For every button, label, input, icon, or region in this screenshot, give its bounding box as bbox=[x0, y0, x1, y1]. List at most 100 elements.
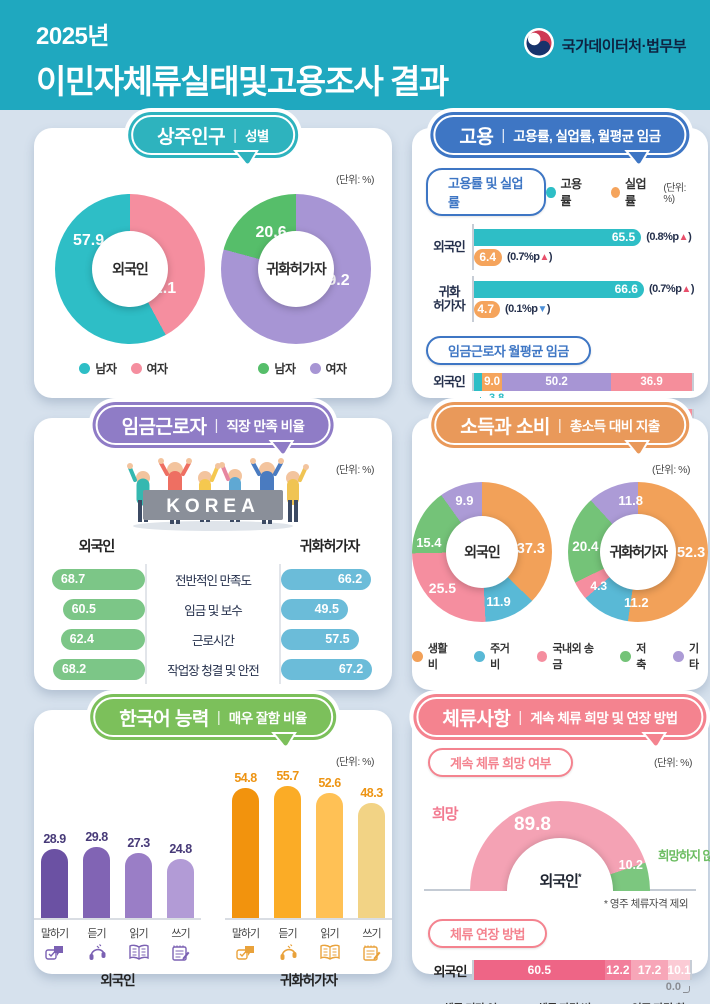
top-banner: 2025년 이민자체류실태및고용조사 결과 국가데이터처·법무부 bbox=[0, 0, 710, 110]
panel-consumption: 소득과 소비 | 총소득 대비 지출 (단위: %) 37.3 11.9 25.… bbox=[412, 405, 708, 690]
panel-korean-header: 한국어 능력 | 매우 잘함 비율 bbox=[93, 697, 333, 748]
panel-grid: 상주인구 | 성별 (단위: %) 57.9 42.1 외국인 20.6 79.… bbox=[0, 110, 710, 1004]
donut-gender-naturalized: 20.6 79.2 귀화허가자 bbox=[221, 194, 371, 344]
unit-label: (단위: %) bbox=[654, 757, 692, 769]
wage-segment: 50.2 bbox=[501, 373, 612, 391]
bubble-tail bbox=[623, 440, 650, 456]
bubble-tail bbox=[624, 150, 651, 166]
donut-value: 11.2 bbox=[624, 595, 649, 611]
change-label: (0.1%p▼) bbox=[505, 303, 551, 315]
listening-icon bbox=[272, 944, 303, 962]
panel-satisfaction: 임금근로자 | 직장 만족 비율 (단위: %) bbox=[34, 405, 392, 690]
panel-consumption-header: 소득과 소비 | 총소득 대비 지출 bbox=[434, 405, 686, 456]
donut-center: 귀화허가자 bbox=[600, 514, 676, 590]
foreigner-bar: 68.2 bbox=[52, 658, 145, 680]
legend-dot bbox=[130, 363, 142, 374]
change-label: (0.7%p▲) bbox=[507, 251, 553, 263]
legend-dot bbox=[546, 186, 556, 198]
column-header-naturalized: 귀화허가자 bbox=[299, 538, 360, 554]
bar bbox=[41, 849, 68, 918]
legend-dot bbox=[79, 363, 91, 374]
satisfaction-row: 62.4 근로시간 57.5 bbox=[48, 624, 378, 654]
korean-ability-chart: 28.9 29.8 27.3 24.8 말하기 듣기 읽기 쓰기 bbox=[34, 769, 392, 989]
change-label: (0.7%p▲) bbox=[648, 283, 695, 295]
foreigner-bar: 68.7 bbox=[51, 568, 145, 590]
employment-rate-bar: 66.6 bbox=[474, 280, 644, 298]
wage-callout: 3.8 bbox=[480, 392, 504, 404]
report-title: 이민자체류실태및고용조사 결과 bbox=[36, 63, 449, 100]
svg-text:KOREA: KOREA bbox=[166, 496, 260, 517]
change-label: (0.8%p▲) bbox=[646, 231, 692, 243]
reading-icon bbox=[314, 944, 345, 962]
legend-dot bbox=[412, 650, 423, 662]
gauge-value-hope: 89.8 bbox=[514, 814, 551, 835]
bubble-tail bbox=[641, 732, 668, 748]
bar bbox=[274, 786, 301, 918]
donut-center: 외국인 bbox=[92, 231, 168, 307]
wage-segment: 36.9 bbox=[611, 373, 692, 391]
panel-stay-header: 체류사항 | 계속 체류 희망 및 연장 방법 bbox=[416, 697, 704, 748]
stay-hope-gauge: 희망 희망하지 않음 89.8 10.2 외국인* bbox=[424, 787, 710, 891]
arrow-up-icon: ▲ bbox=[681, 284, 691, 295]
donut-center: 귀화허가자 bbox=[258, 231, 334, 307]
listening-icon bbox=[81, 944, 112, 962]
sub-title-pill: 체류 연장 방법 bbox=[428, 919, 547, 948]
sub-title-pill: 고용률 및 실업률 bbox=[426, 168, 547, 216]
bar bbox=[125, 853, 152, 918]
speaking-icon bbox=[39, 944, 70, 962]
gauge-value-nohope: 10.2 bbox=[618, 858, 643, 872]
employment-row-naturalized: 귀화 허가자 66.6 (0.7%p▲) 4.7 (0.1%p▼) bbox=[426, 276, 695, 322]
legend-dot bbox=[474, 650, 486, 662]
panel-population-header: 상주인구 | 성별 bbox=[131, 115, 295, 166]
extension-legend: 체류 기간 연장 체류 자격 변경 영주 자격 취득 한국 국적 취득 기타 bbox=[428, 1000, 692, 1004]
naturalized-bar: 66.2 bbox=[281, 568, 372, 590]
arrow-up-icon: ▲ bbox=[678, 232, 689, 243]
legend-dot bbox=[673, 650, 685, 662]
sub-title-pill: 계속 체류 희망 여부 bbox=[428, 748, 574, 777]
reading-icon bbox=[123, 944, 154, 962]
donut-value: 9.9 bbox=[455, 493, 474, 509]
naturalized-bar: 49.5 bbox=[281, 598, 348, 620]
employment-legend: 고용률 실업률 (단위: %) bbox=[546, 175, 694, 209]
legend-dot bbox=[309, 363, 321, 374]
report-year: 2025년 bbox=[36, 23, 109, 50]
wage-segment: 9.0 bbox=[482, 373, 502, 391]
donut-value: 11.9 bbox=[486, 594, 511, 609]
bubble-tail bbox=[268, 440, 295, 456]
naturalized-bar: 57.5 bbox=[281, 628, 359, 650]
stay-extension-bar: 외국인 60.5 12.2 17.2 10.1 0.0 bbox=[428, 960, 692, 993]
bar bbox=[358, 803, 385, 918]
sub-title-pill: 임금근로자 월평균 임금 bbox=[426, 336, 591, 365]
government-logo: 국가데이터처·법무부 bbox=[523, 28, 687, 63]
satisfaction-row: 60.5 임금 및 보수 49.5 bbox=[48, 594, 378, 624]
satisfaction-row: 68.7 전반적인 만족도 66.2 bbox=[48, 564, 378, 594]
korea-banner-illustration: KOREA bbox=[34, 452, 392, 532]
column-header-foreigner: 외국인 bbox=[78, 538, 116, 554]
donut-value: 52.3 bbox=[676, 545, 706, 561]
extension-segment: 10.1 bbox=[667, 960, 691, 980]
donut-value: 15.4 bbox=[416, 535, 442, 551]
wage-bar-foreigner: 외국인 9.0 50.2 36.9 3.8 bbox=[426, 373, 694, 404]
satisfaction-chart: 68.7 전반적인 만족도 66.2 60.5 임금 및 보수 49.5 62.… bbox=[48, 564, 378, 684]
writing-icon bbox=[356, 944, 387, 962]
wage-segment bbox=[474, 373, 483, 391]
employment-row-foreigner: 외국인 65.5 (0.8%p▲) 6.4 (0.7%p▲) bbox=[426, 224, 694, 270]
arrow-down-icon: ▼ bbox=[537, 304, 547, 315]
bar bbox=[167, 859, 194, 918]
unit-label: (단위: %) bbox=[652, 464, 690, 476]
panel-employment: 고용 | 고용률, 실업률, 월평균 임금 고용률 및 실업률 고용률 실업률 … bbox=[412, 115, 708, 472]
footnote: * 영주 체류자격 제외 bbox=[603, 898, 689, 910]
extension-segment: 12.2 bbox=[604, 960, 632, 980]
donut-consumption-naturalized: 52.3 11.2 4.3 20.4 11.8 귀화허가자 bbox=[568, 482, 708, 622]
extension-segment: 17.2 bbox=[631, 960, 669, 980]
foreigner-bar: 60.5 bbox=[62, 598, 145, 620]
consumption-legend: 생활비 주거비 국내외 송금 저축 기타 bbox=[412, 640, 708, 672]
legend-dot bbox=[258, 363, 270, 374]
donut-center: 외국인 bbox=[446, 516, 518, 588]
bar bbox=[83, 847, 110, 918]
extension-segment: 60.5 bbox=[474, 960, 605, 980]
donut-value: 11.8 bbox=[618, 493, 643, 509]
unit-label: (단위: %) bbox=[336, 174, 374, 186]
donut-value: 57.9 bbox=[73, 231, 105, 249]
arrow-up-icon: ▲ bbox=[539, 252, 549, 263]
